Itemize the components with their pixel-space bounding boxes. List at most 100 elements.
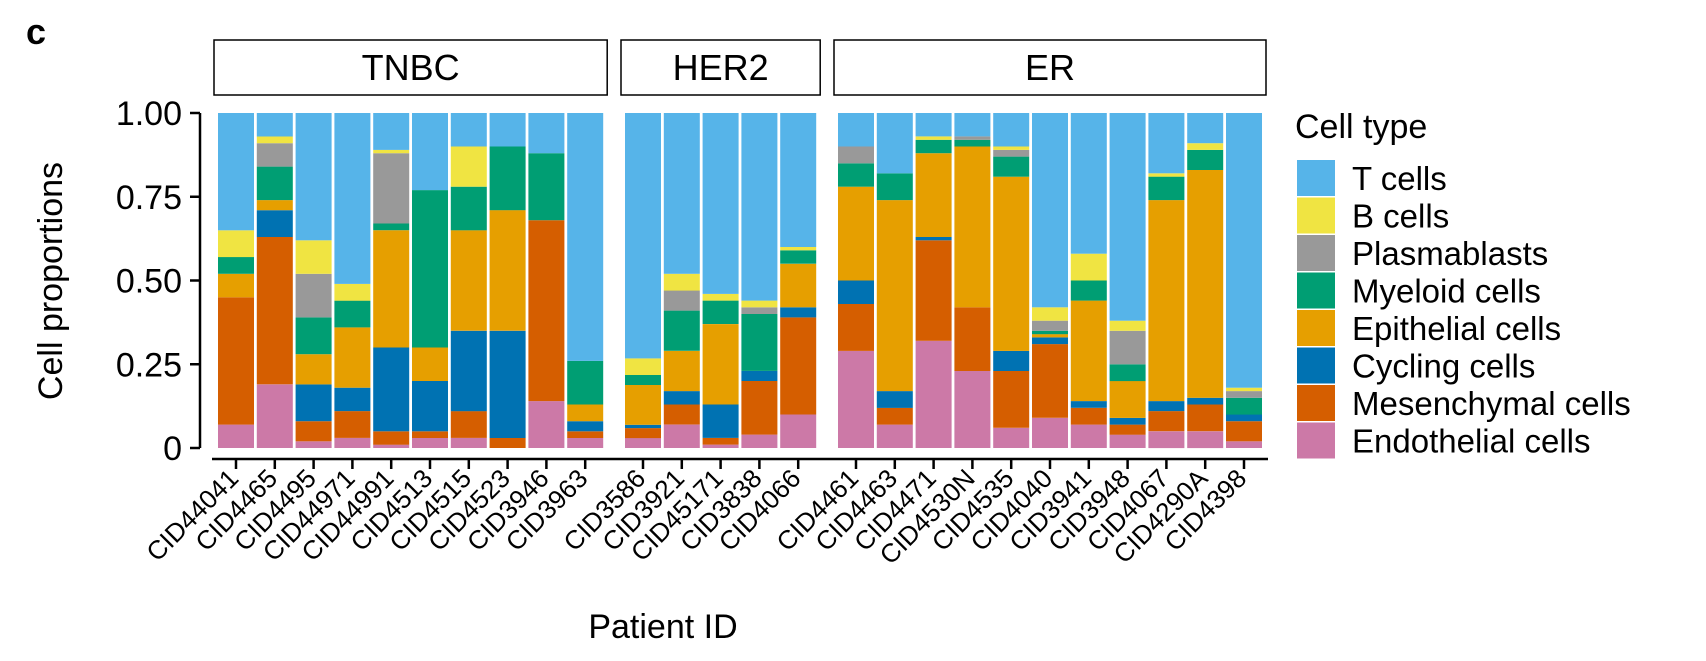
- segment-t-cells: [1226, 113, 1262, 388]
- segment-t-cells: [876, 113, 913, 174]
- segment-t-cells: [663, 113, 700, 274]
- segment-myeloid-cells: [954, 139, 991, 147]
- segment-t-cells: [1032, 113, 1068, 308]
- legend-swatch: [1297, 347, 1335, 384]
- segment-myeloid-cells: [702, 300, 739, 324]
- segment-cycling-cells: [256, 210, 293, 237]
- segment-b-cells: [218, 230, 254, 258]
- segment-epithelial-cells: [838, 186, 874, 281]
- x-axis-title: Patient ID: [588, 608, 737, 646]
- segment-t-cells: [1109, 113, 1146, 321]
- segment-mesenchymal-cells: [1187, 404, 1224, 432]
- segment-cycling-cells: [780, 307, 817, 318]
- segment-b-cells: [1226, 387, 1262, 392]
- segment-endothelial-cells: [567, 437, 604, 448]
- legend-item-endothelial-cells: Endothelial cells: [1297, 422, 1590, 460]
- segment-plasmablasts: [1032, 320, 1068, 331]
- segment-t-cells: [218, 113, 254, 231]
- segment-t-cells: [1148, 113, 1185, 174]
- facet-strips: TNBC HER2 ER: [213, 39, 1267, 96]
- segment-epithelial-cells: [702, 324, 739, 405]
- bar-CID4530N: [954, 113, 991, 448]
- segment-plasmablasts: [663, 290, 700, 311]
- segment-myeloid-cells: [489, 146, 526, 211]
- segment-myeloid-cells: [1109, 364, 1146, 382]
- segment-b-cells: [1148, 173, 1185, 177]
- segment-mesenchymal-cells: [1148, 411, 1185, 432]
- bar-CID44991: [373, 113, 410, 448]
- segment-myeloid-cells: [1032, 330, 1068, 335]
- bar-CID44971: [334, 113, 371, 448]
- segment-endothelial-cells: [780, 414, 817, 448]
- segment-endothelial-cells: [625, 438, 661, 448]
- segment-cycling-cells: [741, 370, 778, 381]
- legend-swatch: [1297, 272, 1335, 309]
- segment-mesenchymal-cells: [334, 411, 371, 438]
- segment-mesenchymal-cells: [218, 297, 254, 425]
- segment-myeloid-cells: [625, 375, 661, 385]
- legend-item-plasmablasts: Plasmablasts: [1297, 235, 1548, 272]
- segment-t-cells: [412, 113, 448, 191]
- bar-CID4066: [780, 113, 817, 448]
- segment-t-cells: [256, 113, 293, 137]
- segment-b-cells: [450, 146, 487, 187]
- segment-cycling-cells: [450, 330, 487, 412]
- segment-t-cells: [295, 113, 332, 241]
- facet-label: ER: [1025, 47, 1075, 88]
- segment-plasmablasts: [741, 307, 778, 314]
- segment-epithelial-cells: [295, 354, 332, 385]
- facet-label: TNBC: [362, 47, 460, 88]
- segment-mesenchymal-cells: [373, 431, 410, 445]
- legend-label: Cycling cells: [1352, 348, 1535, 385]
- segment-t-cells: [702, 113, 739, 294]
- segment-myeloid-cells: [450, 186, 487, 231]
- bar-CID3946: [528, 113, 565, 448]
- bar-CID4040: [1032, 113, 1068, 448]
- legend-swatch: [1297, 197, 1335, 234]
- segment-endothelial-cells: [915, 340, 952, 448]
- legend-item-myeloid-cells: Myeloid cells: [1297, 272, 1541, 310]
- bar-CID4398: [1226, 113, 1262, 448]
- segment-plasmablasts: [1226, 391, 1262, 398]
- segment-myeloid-cells: [1226, 397, 1262, 415]
- segment-endothelial-cells: [838, 350, 874, 448]
- segment-epithelial-cells: [256, 200, 293, 211]
- segment-endothelial-cells: [1032, 417, 1068, 448]
- segment-epithelial-cells: [218, 273, 254, 298]
- segment-epithelial-cells: [1109, 381, 1146, 418]
- segment-epithelial-cells: [450, 230, 487, 331]
- segment-b-cells: [373, 149, 410, 154]
- segment-t-cells: [838, 113, 874, 147]
- segment-epithelial-cells: [876, 200, 913, 392]
- legend-swatch: [1297, 160, 1335, 196]
- facet-strip-tnbc: TNBC: [213, 39, 608, 96]
- legend-swatch: [1297, 310, 1335, 346]
- bar-CID3948: [1109, 113, 1146, 448]
- segment-endothelial-cells: [993, 427, 1030, 448]
- segment-plasmablasts: [295, 273, 332, 318]
- segment-cycling-cells: [1070, 401, 1107, 408]
- bar-CID3586: [625, 113, 661, 448]
- segment-cycling-cells: [1032, 337, 1068, 345]
- y-axis-title: Cell proportions: [32, 162, 70, 400]
- segment-mesenchymal-cells: [1070, 407, 1107, 425]
- legend-title: Cell type: [1295, 108, 1427, 146]
- segment-t-cells: [528, 113, 565, 154]
- segment-myeloid-cells: [567, 360, 604, 405]
- segment-b-cells: [1032, 307, 1068, 321]
- segment-t-cells: [450, 113, 487, 147]
- segment-myeloid-cells: [915, 139, 952, 154]
- legend-label: B cells: [1352, 198, 1449, 235]
- segment-cycling-cells: [876, 391, 913, 408]
- segment-epithelial-cells: [1148, 200, 1185, 402]
- segment-t-cells: [489, 113, 526, 147]
- segment-plasmablasts: [838, 146, 874, 164]
- segment-t-cells: [334, 113, 371, 284]
- segment-endothelial-cells: [373, 444, 410, 448]
- segment-b-cells: [915, 136, 952, 140]
- bar-CID45171: [702, 113, 739, 448]
- panel-letter: c: [26, 11, 46, 52]
- segment-epithelial-cells: [1032, 334, 1068, 338]
- segment-endothelial-cells: [1148, 431, 1185, 449]
